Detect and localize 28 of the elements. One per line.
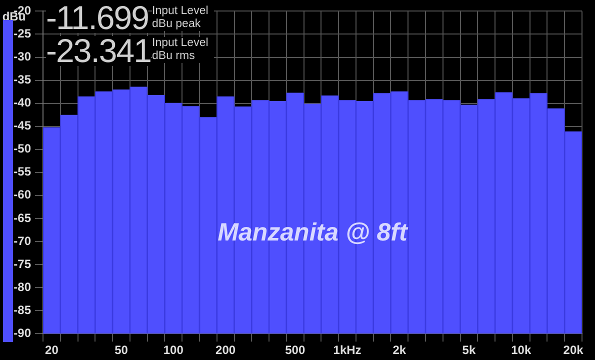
x-tick-label: 500: [285, 343, 306, 358]
x-tick-label: 5k: [462, 343, 476, 358]
y-tick-label: -60: [14, 188, 32, 202]
annotation: Input Level dBu rms: [152, 37, 214, 63]
y-tick-label: -75: [14, 256, 32, 271]
x-tick-label: 20k: [563, 343, 584, 358]
x-tick-label: 2k: [392, 343, 406, 358]
y-tick-label: -70: [14, 234, 32, 248]
y-tick-label: -35: [14, 72, 32, 87]
y-tick-label: -45: [14, 118, 32, 133]
annotation: -11.699: [46, 0, 148, 36]
x-tick-label: 10k: [511, 343, 532, 358]
y-tick-label: -65: [14, 210, 32, 225]
x-tick-label: 20: [45, 343, 59, 358]
y-tick-label: -30: [14, 50, 32, 64]
y-tick-label: -50: [14, 142, 32, 156]
x-tick-label: 1kHz: [333, 343, 362, 358]
x-tick-label: 200: [216, 343, 236, 358]
x-tick-label: 100: [163, 343, 184, 358]
text: Manzanita @ 8ft: [218, 218, 410, 247]
x-tick-label: 50: [114, 343, 128, 358]
y-tick-label: -85: [14, 302, 32, 317]
y-tick-label: -90: [14, 326, 32, 340]
y-tick-label: -55: [14, 164, 32, 179]
y-tick-label: -25: [14, 26, 32, 41]
annotation: Input Level dBu peak: [152, 5, 214, 31]
y-tick-label: -80: [14, 280, 32, 294]
y-tick-label: -40: [14, 96, 32, 110]
